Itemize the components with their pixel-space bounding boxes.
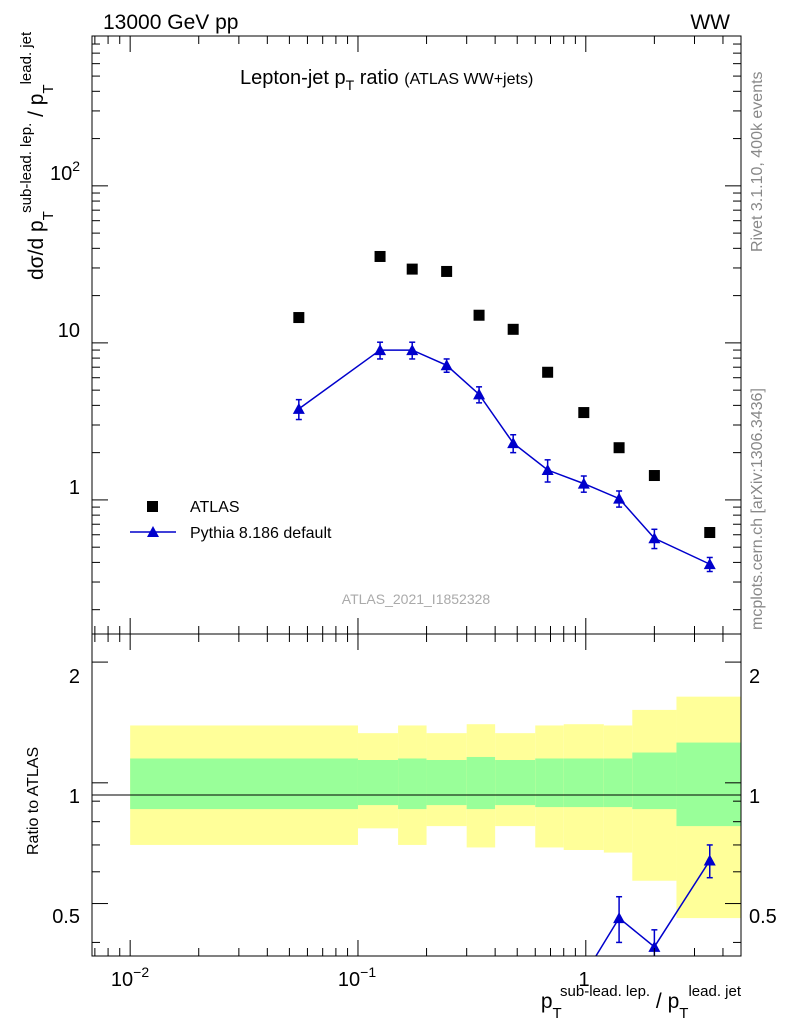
ratio-mc-group	[595, 844, 716, 956]
mc-point	[577, 477, 590, 489]
main-panel: Lepton-jet pT ratio (ATLAS WW+jets) ATLA…	[18, 31, 742, 635]
ratio-band-inner	[676, 742, 741, 827]
atlas-point	[406, 263, 418, 275]
atlas-point	[704, 527, 716, 539]
ratio-y-tick-label-1-right: 1	[749, 786, 760, 808]
ratio-y-tick-label-2-left: 2	[69, 666, 80, 688]
main-title: Lepton-jet pT ratio (ATLAS WW+jets)	[240, 67, 533, 93]
mc-point	[374, 344, 387, 356]
legend: ATLAS Pythia 8.186 default	[130, 499, 332, 542]
ratio-ylabel: Ratio to ATLAS	[25, 747, 42, 855]
x-tick-label-0.1: 10−1	[338, 964, 376, 991]
ratio-band-inner	[563, 758, 604, 808]
mc-point	[648, 532, 661, 544]
header-process: WW	[690, 11, 730, 34]
ratio-y-tick-label-05-right: 0.5	[749, 906, 777, 928]
side-rivet-label: Rivet 3.1.10, 400k events	[749, 71, 766, 252]
ratio-band-inner	[535, 758, 564, 808]
ratio-xlabel: pTsub-lead. lep. / pTlead. jet	[541, 983, 742, 1022]
ratio-band-inner	[632, 752, 677, 810]
ratio-y-tick-label-2-right: 2	[749, 666, 760, 688]
ratio-panel: 2 1 0.5 2 1 0.5 Ratio to ATLAS 10−2 10−1…	[25, 633, 777, 1022]
ratio-band-inner	[130, 758, 358, 810]
y-tick-label-100: 102	[50, 158, 80, 185]
atlas-point	[374, 250, 386, 262]
mc-point	[507, 437, 520, 449]
atlas-point	[648, 470, 660, 482]
ratio-band-inner	[603, 758, 633, 808]
main-ticks	[92, 35, 741, 634]
ratio-mc-point	[613, 912, 626, 924]
mc-point	[541, 464, 554, 476]
mc-point	[440, 359, 453, 371]
ratio-y-tick-label-1-left: 1	[69, 786, 80, 808]
main-marks	[292, 250, 716, 573]
side-url-label: mcplots.cern.ch [arXiv:1306.3436]	[749, 388, 766, 630]
ratio-band-inner	[466, 756, 496, 810]
mc-line	[298, 349, 711, 565]
mc-point	[406, 344, 419, 356]
ratio-mc-point	[703, 854, 716, 866]
main-ylabel: dσ/d pTsub-lead. lep. / pTlead. jet	[18, 31, 57, 280]
atlas-point	[542, 366, 554, 378]
mc-point	[703, 558, 716, 570]
atlas-point	[507, 323, 519, 335]
mc-point	[613, 492, 626, 504]
x-tick-label-1: 1	[578, 969, 589, 991]
ratio-mc-line	[595, 860, 711, 956]
mc-point	[292, 402, 305, 414]
ratio-band-inner	[357, 759, 399, 806]
ratio-y-tick-label-05-left: 0.5	[52, 906, 80, 928]
atlas-point	[578, 407, 590, 419]
ratio-marks	[595, 844, 716, 956]
y-tick-label-1: 1	[69, 477, 80, 499]
ratio-frame	[91, 633, 742, 957]
main-frame	[91, 35, 742, 635]
watermark: ATLAS_2021_I1852328	[342, 591, 491, 607]
ratio-mc-point	[648, 940, 661, 952]
x-tick-label-0.01: 10−2	[111, 964, 149, 991]
legend-marker-pythia	[147, 526, 159, 537]
legend-label-pythia: Pythia 8.186 default	[190, 525, 332, 542]
ratio-ticks	[92, 634, 741, 956]
y-tick-label-10: 10	[58, 320, 80, 342]
atlas-point	[613, 442, 625, 454]
legend-label-atlas: ATLAS	[190, 499, 240, 516]
legend-marker-atlas	[147, 501, 158, 512]
ratio-bands	[130, 696, 741, 919]
ratio-band-inner	[426, 759, 467, 806]
ratio-band-inner	[495, 759, 536, 806]
mc-point	[473, 388, 486, 400]
atlas-point	[473, 309, 485, 321]
atlas-point	[441, 265, 453, 277]
atlas-point	[293, 312, 305, 324]
header-energy: 13000 GeV pp	[103, 11, 238, 34]
ratio-band-inner	[398, 758, 427, 810]
